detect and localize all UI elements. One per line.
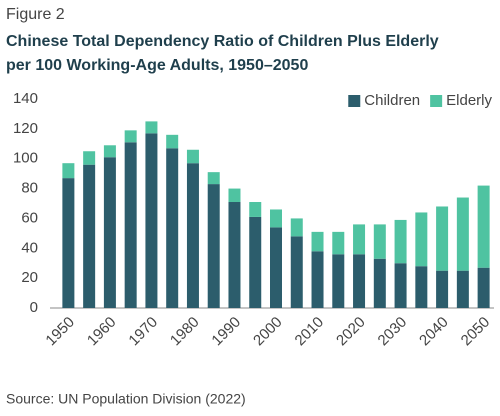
bar-segment [311,231,324,252]
y-tick-label: 140 [13,90,38,107]
y-tick-label: 80 [21,180,38,197]
x-tick-label: 2040 [416,314,452,350]
bar-segment [477,267,490,308]
bar-segment [415,212,428,267]
y-tick-label: 40 [21,239,38,256]
bar-segment [311,251,324,308]
bar-segment [270,209,282,228]
source-note: Source: UN Population Division (2022) [6,391,246,407]
y-tick-label: 120 [13,120,38,137]
bar-segment [207,172,220,185]
bar-segment [228,188,241,203]
bar-segment [103,157,116,308]
bar-segment [270,227,282,308]
bar-segment [373,258,386,308]
bar-segment [207,184,220,308]
bar-segment [249,216,262,308]
bar-segment [124,142,137,308]
x-tick-label: 2010 [292,314,328,350]
bar-segment [103,145,116,158]
bar-segment [228,202,241,308]
bar-segment [456,270,469,308]
bar-segment [62,178,75,308]
bar-segment [332,254,345,308]
bar-segment [166,148,179,308]
bar-segment [456,197,469,271]
bar-segment [186,149,199,164]
x-tick-label: 1990 [208,314,244,350]
bar-segment [436,206,449,271]
bar-segment [353,224,366,255]
bar-segment [145,133,158,308]
bar-segment [394,219,407,264]
bar-segment [62,163,75,179]
x-tick-label: 2020 [333,314,369,350]
y-tick-label: 0 [30,299,38,316]
bar-segment [166,134,179,149]
bar-segment [332,231,345,255]
bar-segment [83,151,96,165]
x-tick-label: 1980 [167,314,203,350]
x-tick-label: 2050 [458,314,494,350]
x-tick-label: 1960 [84,314,120,350]
legend-swatch [348,95,361,107]
x-tick-label: 1950 [42,314,78,350]
bar-segment [373,224,386,259]
bar-segment [436,270,449,308]
bar-segment [290,218,303,237]
legend-label: Children [364,92,420,109]
x-tick-label: 1970 [125,314,161,350]
bar-segment [249,202,262,217]
y-tick-label: 60 [21,209,38,226]
chart-title: Chinese Total Dependency Ratio of Childr… [6,33,439,50]
bar-segment [353,254,366,308]
bar-segment [124,130,137,143]
legend-label: Elderly [446,92,492,109]
chart-title: per 100 Working-Age Adults, 1950–2050 [6,57,308,74]
bar-segment [394,263,407,308]
x-tick-label: 2000 [250,314,286,350]
figure-label: Figure 2 [6,6,65,23]
bar-segment [477,185,490,268]
bar-segment [415,266,428,308]
legend-swatch [430,95,443,107]
bar-segment [186,163,199,308]
y-tick-label: 20 [21,269,38,286]
bar-segment [145,121,158,134]
y-tick-label: 100 [13,150,38,167]
bar-segment [290,236,303,308]
bar-segment [83,164,96,308]
x-tick-label: 2030 [375,314,411,350]
